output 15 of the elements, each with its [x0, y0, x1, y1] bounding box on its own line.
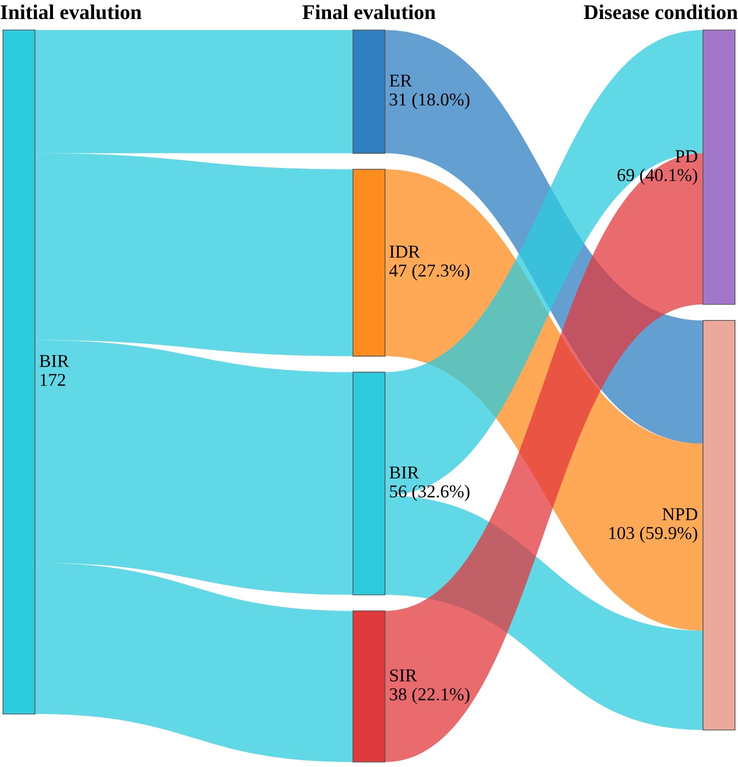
category-label: SIR [390, 669, 418, 682]
category-label: IDR [390, 246, 420, 258]
category-label: ER [390, 74, 412, 87]
data-label: 172 [40, 374, 66, 386]
data-label: 56 (32.6%) [390, 484, 470, 502]
text: Disease condition [584, 4, 738, 20]
category-label: BIR [390, 466, 420, 478]
data-label: 38 (22.1%) [390, 688, 470, 704]
category-label: NPD [662, 508, 698, 520]
text: Final evalution [302, 4, 436, 20]
data-label: 47 (27.3%) [389, 264, 470, 280]
data-label: 103 (59.9%) [609, 526, 698, 543]
category-label: BIR [40, 355, 70, 367]
data-label: 31 (18.0%) [390, 92, 470, 110]
text: Initial evalution [0, 4, 142, 20]
